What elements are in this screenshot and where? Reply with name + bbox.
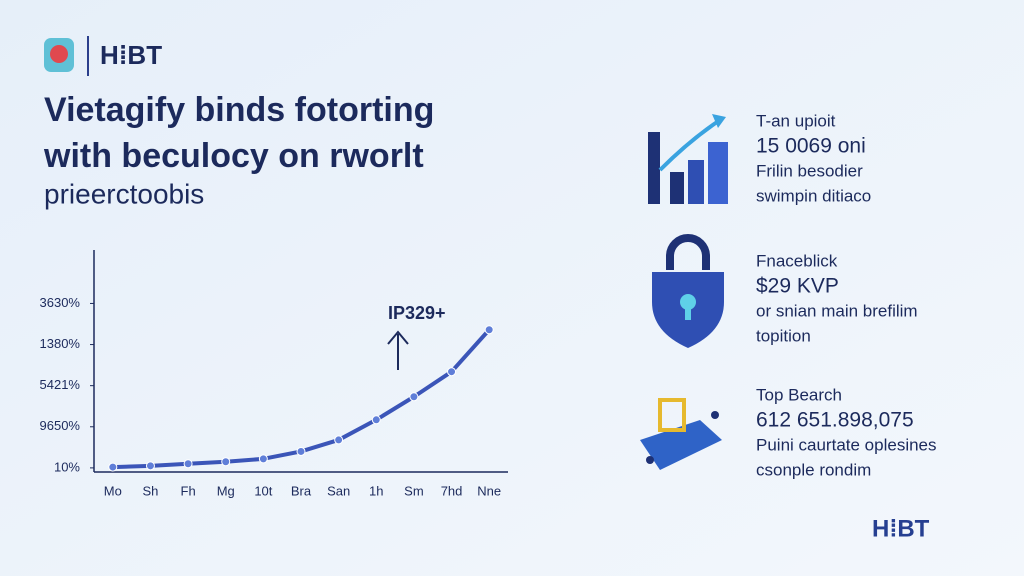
- x-tick-label: Sm: [404, 483, 424, 498]
- footer-logo: H⁞BT: [872, 515, 930, 542]
- stat-text: Puini caurtate oplesines: [756, 435, 937, 454]
- x-tick-label: Mg: [217, 483, 235, 498]
- y-tick-label: 1380%: [40, 336, 81, 351]
- stat-text: Top Bearch: [756, 385, 842, 404]
- y-tick-label: 10%: [54, 459, 80, 474]
- logo-icon-dot: [50, 45, 68, 63]
- x-tick-label: Nne: [477, 483, 501, 498]
- x-tick-label: San: [327, 483, 350, 498]
- point: [484, 325, 494, 335]
- point: [221, 457, 231, 467]
- stat-text: $29 KVP: [756, 275, 839, 298]
- stat-text: Fnaceblick: [756, 251, 838, 270]
- point: [258, 454, 268, 464]
- point: [334, 435, 344, 445]
- x-tick-label: Mo: [104, 483, 122, 498]
- stat-text: swimpin ditiaco: [756, 186, 871, 205]
- point: [371, 415, 381, 425]
- bar-icon: [648, 114, 728, 204]
- subtitle: prieerctoobis: [44, 178, 204, 209]
- annotation-arrow: [387, 330, 409, 370]
- title: Vietagify binds fotorting: [44, 91, 434, 129]
- x-tick-label: 7hd: [441, 483, 463, 498]
- stat-text: T-an upioit: [756, 111, 836, 130]
- point: [409, 392, 419, 402]
- stat-text: csonple rondim: [756, 460, 871, 479]
- x-tick-label: Sh: [143, 483, 159, 498]
- point: [108, 462, 118, 472]
- point: [447, 367, 457, 377]
- point: [145, 461, 155, 471]
- stat-text: 612 651.898,075: [756, 409, 914, 432]
- stat-text: 15 0069 oni: [756, 135, 866, 158]
- point: [183, 459, 193, 469]
- x-tick-label: Fh: [181, 483, 196, 498]
- point: [296, 446, 306, 456]
- stat-text: Frilin besodier: [756, 161, 863, 180]
- lock-icon: [652, 234, 724, 348]
- cart-icon: [640, 398, 722, 470]
- y-tick-label: 3630%: [40, 295, 81, 310]
- y-tick-label: 9650%: [40, 418, 81, 433]
- stat-text: topition: [756, 326, 811, 345]
- y-tick-label: 5421%: [40, 377, 81, 392]
- x-tick-label: 10t: [254, 483, 272, 498]
- logo: H⁞BT: [100, 40, 162, 70]
- stat-text: or snian main brefilim: [756, 301, 918, 320]
- x-tick-label: 1h: [369, 483, 383, 498]
- annotation: IP329+: [388, 303, 446, 323]
- x-tick-label: Bra: [291, 483, 312, 498]
- title: with beculocy on rworlt: [43, 137, 424, 175]
